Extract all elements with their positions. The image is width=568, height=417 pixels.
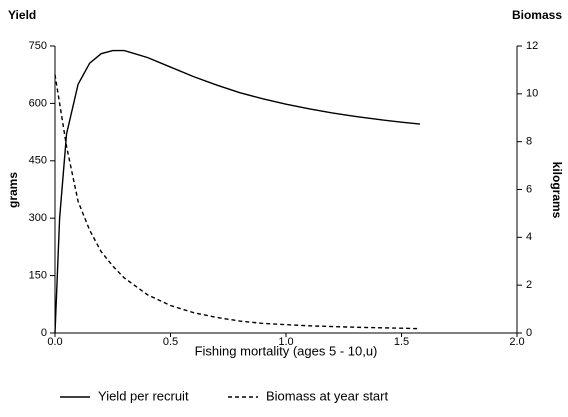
legend-label: Yield per recruit <box>98 388 189 403</box>
y-tick-label: 600 <box>29 97 47 109</box>
y2-tick-label: 6 <box>526 183 532 195</box>
y2-tick-label: 2 <box>526 279 532 291</box>
x-tick-label: 0.5 <box>163 336 178 348</box>
y-tick-label: 450 <box>29 155 47 167</box>
y-tick-label: 750 <box>29 40 47 52</box>
series-line <box>54 74 420 330</box>
y-tick-label: 150 <box>29 270 47 282</box>
y2-axis-title: Biomass <box>512 8 562 22</box>
y-tick-label: 300 <box>29 212 47 224</box>
x-tick-label: 1.0 <box>278 336 293 348</box>
y2-tick-label: 10 <box>526 88 538 100</box>
y2-tick-label: 12 <box>526 40 538 52</box>
y-axis-label: grams <box>6 172 20 208</box>
y2-tick-label: 4 <box>526 231 532 243</box>
x-axis-label: Fishing mortality (ages 5 - 10,u) <box>195 343 378 358</box>
series-line <box>54 49 421 334</box>
y-axis-title: Yield <box>8 8 36 22</box>
x-tick-label: 0.0 <box>47 336 62 348</box>
legend-label: Biomass at year start <box>266 388 388 403</box>
y2-tick-label: 0 <box>526 327 532 339</box>
y2-axis-label: kilograms <box>550 162 564 219</box>
x-tick-label: 2.0 <box>509 336 524 348</box>
y-tick-label: 0 <box>41 327 47 339</box>
y2-tick-label: 8 <box>526 136 532 148</box>
x-tick-label: 1.5 <box>394 336 409 348</box>
